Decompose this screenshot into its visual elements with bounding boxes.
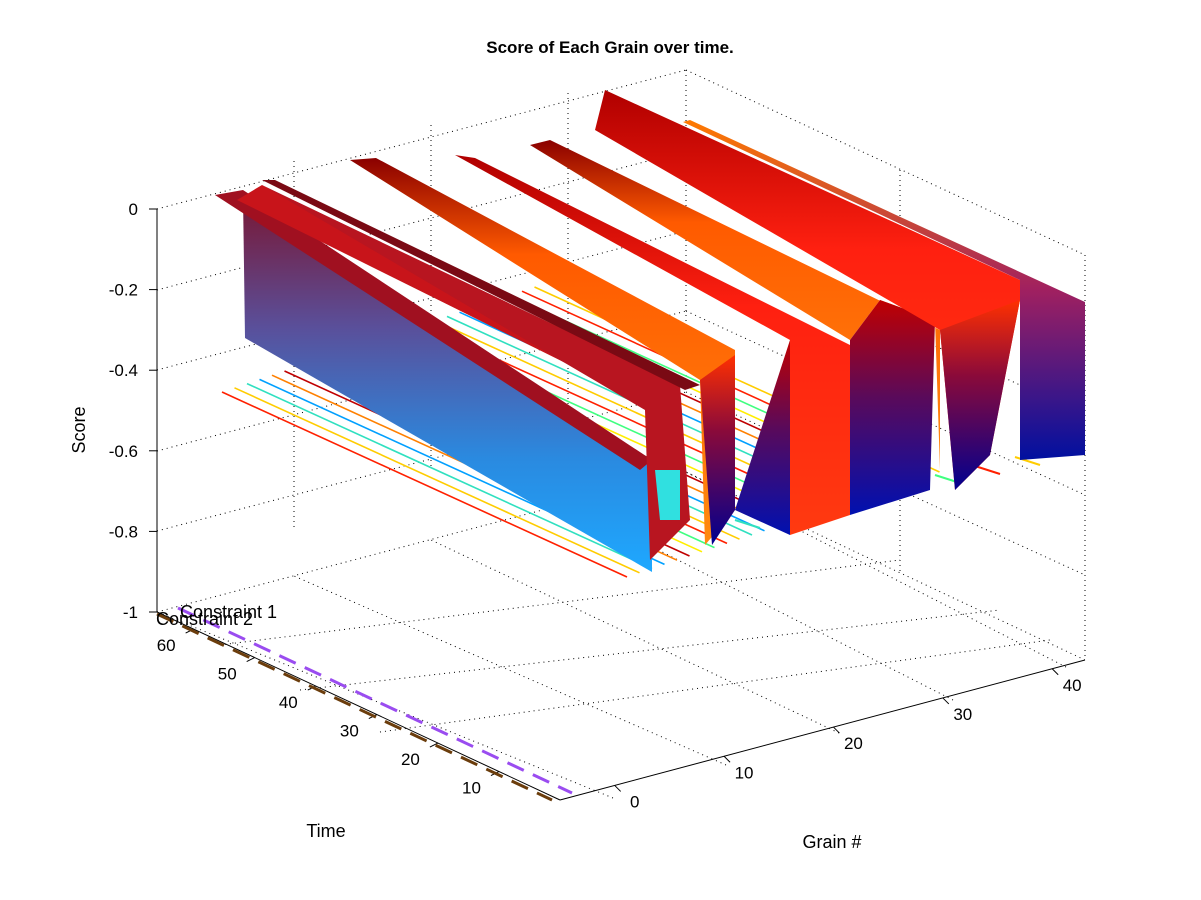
x-tick-mark (833, 726, 840, 734)
z-tick-label: -1 (123, 603, 138, 622)
y-tick-label: 10 (462, 779, 481, 798)
y-axis-ticks: 10 20 30 40 50 60 (157, 628, 500, 798)
x-tick-mark (723, 755, 731, 763)
y-tick-label: 30 (340, 722, 359, 741)
ridge-grain-23-face (595, 90, 1020, 490)
x-tick-mark (1051, 668, 1059, 676)
constraint-1-label: Constraint 1 (180, 602, 277, 622)
y-tick-label: 20 (401, 750, 420, 769)
x-tick-label: 10 (735, 763, 754, 782)
x-axis-label: Grain # (802, 832, 861, 852)
z-axis-label: Score (69, 406, 89, 453)
x-tick-label: 40 (1063, 676, 1082, 695)
y-tick-mark (429, 742, 439, 748)
ridge-grain-6-face (350, 158, 735, 545)
surface-ridges (215, 90, 1085, 572)
x-tick-label: 30 (953, 705, 972, 724)
constraint-lines: Constraint 1 Constraint 2 (156, 602, 573, 802)
ridge-grain-10-face (455, 155, 850, 535)
ridge-grain-3-top (262, 180, 700, 390)
x-tick-mark (942, 697, 950, 705)
y-axis-label: Time (306, 821, 345, 841)
axes (156, 209, 1086, 801)
z-tick-label: 0 (129, 200, 138, 219)
contour-line (246, 382, 653, 570)
z-tick-label: -0.2 (109, 281, 138, 300)
chart-title: Score of Each Grain over time. (486, 38, 734, 57)
ridge-grain-16-dark (850, 300, 935, 515)
ridge-grain-1-top (215, 190, 652, 470)
y-tick-mark (246, 657, 255, 663)
ridge-grain-3-face (262, 185, 690, 560)
z-axis-ticks: 0 -0.2 -0.4 -0.6 -0.8 -1 (109, 200, 157, 622)
ridge-grain-30-face (683, 120, 1085, 460)
z-tick-label: -0.6 (109, 442, 138, 461)
contour-line (974, 465, 1001, 475)
y-tick-label: 40 (279, 693, 298, 712)
ridge-grain-10-dark (735, 340, 790, 535)
z-tick-label: -0.4 (109, 361, 138, 380)
ridge-grain-16-face (530, 140, 940, 470)
y-tick-label: 50 (218, 665, 237, 684)
ridge-grain-1-face (243, 195, 652, 572)
constraint-2-label: Constraint 2 (156, 609, 253, 629)
x-tick-label: 20 (844, 734, 863, 753)
contour-line (1014, 456, 1041, 466)
z-tick-label: -0.8 (109, 522, 138, 541)
x-tick-mark (614, 785, 622, 792)
x-tick-label: 0 (630, 792, 639, 811)
ridge-grain-23-dark (940, 300, 1020, 490)
constraint-2-line (156, 612, 553, 802)
constraint-1-line (177, 606, 573, 795)
ridge-cyan-patch (655, 470, 680, 520)
x-axis-ticks: 0 10 20 30 40 (614, 668, 1082, 811)
y-tick-label: 60 (157, 636, 176, 655)
contour-line (221, 391, 628, 578)
contour-line (734, 519, 761, 529)
ridge-grain-6-dark (700, 355, 735, 545)
contour-line (234, 387, 640, 574)
